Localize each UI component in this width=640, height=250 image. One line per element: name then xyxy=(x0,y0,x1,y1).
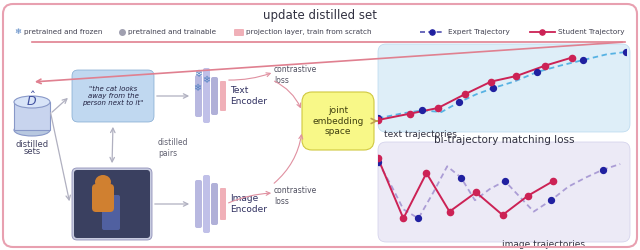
Point xyxy=(460,92,470,96)
Text: $\hat{D}$: $\hat{D}$ xyxy=(26,91,38,109)
Point xyxy=(417,108,427,112)
Point xyxy=(486,80,496,84)
FancyBboxPatch shape xyxy=(92,184,114,212)
Point xyxy=(421,171,431,175)
Text: sets: sets xyxy=(24,147,40,156)
Point xyxy=(373,156,383,160)
Text: contrastive
loss: contrastive loss xyxy=(274,186,317,206)
Point xyxy=(548,179,559,183)
Text: Expert Trajectory: Expert Trajectory xyxy=(448,29,509,35)
Point xyxy=(413,216,424,220)
Point xyxy=(398,216,408,220)
FancyBboxPatch shape xyxy=(220,188,226,220)
Point xyxy=(471,190,481,194)
FancyBboxPatch shape xyxy=(102,195,120,230)
Text: ❄: ❄ xyxy=(194,69,202,79)
Text: text trajectories: text trajectories xyxy=(384,130,457,139)
Ellipse shape xyxy=(95,175,111,189)
Point xyxy=(456,176,466,180)
Point xyxy=(373,118,383,122)
FancyBboxPatch shape xyxy=(72,70,154,122)
Text: ❄: ❄ xyxy=(202,75,210,85)
Point xyxy=(488,86,499,90)
Text: Text
Encoder: Text Encoder xyxy=(230,86,267,106)
FancyBboxPatch shape xyxy=(234,29,244,36)
FancyBboxPatch shape xyxy=(72,168,152,240)
FancyBboxPatch shape xyxy=(203,175,210,233)
Text: joint
embedding
space: joint embedding space xyxy=(312,106,364,136)
Point xyxy=(444,210,454,214)
FancyBboxPatch shape xyxy=(378,44,630,132)
Point xyxy=(500,179,510,183)
Text: contrastive
loss: contrastive loss xyxy=(274,65,317,85)
Point xyxy=(511,74,522,78)
Point xyxy=(523,194,533,198)
Point xyxy=(532,70,542,74)
Point xyxy=(454,100,464,104)
FancyBboxPatch shape xyxy=(220,81,226,111)
Point xyxy=(373,116,383,120)
Text: distilled
pairs: distilled pairs xyxy=(158,138,189,158)
Point xyxy=(566,56,577,60)
Point xyxy=(546,198,556,202)
Point xyxy=(427,30,437,34)
Text: Image
Encoder: Image Encoder xyxy=(230,194,267,214)
Text: pretrained and trainable: pretrained and trainable xyxy=(128,29,216,35)
Polygon shape xyxy=(14,102,50,130)
Point xyxy=(621,50,631,54)
Text: distilled: distilled xyxy=(15,140,49,149)
Point xyxy=(578,58,588,62)
Text: bi-trajectory matching loss: bi-trajectory matching loss xyxy=(434,135,574,145)
Text: ❄: ❄ xyxy=(193,83,201,93)
Text: ❄: ❄ xyxy=(15,28,22,36)
FancyBboxPatch shape xyxy=(195,75,202,117)
Text: Student Trajectory: Student Trajectory xyxy=(558,29,625,35)
Text: projection layer, train from scratch: projection layer, train from scratch xyxy=(246,29,371,35)
FancyBboxPatch shape xyxy=(378,142,630,242)
FancyBboxPatch shape xyxy=(211,77,218,115)
FancyBboxPatch shape xyxy=(74,170,150,238)
Ellipse shape xyxy=(14,124,50,136)
Point xyxy=(497,213,508,217)
Point xyxy=(433,106,443,110)
Point xyxy=(537,30,547,34)
Point xyxy=(117,30,127,34)
FancyBboxPatch shape xyxy=(203,68,210,123)
Text: image trajectories: image trajectories xyxy=(502,240,585,249)
Point xyxy=(540,64,550,68)
Text: "the cat looks
away from the
person next to it": "the cat looks away from the person next… xyxy=(83,86,144,106)
FancyBboxPatch shape xyxy=(211,183,218,225)
Point xyxy=(373,160,383,164)
Text: update distilled set: update distilled set xyxy=(263,8,377,22)
Ellipse shape xyxy=(14,96,50,108)
Point xyxy=(598,168,608,172)
FancyBboxPatch shape xyxy=(302,92,374,150)
Point xyxy=(405,112,415,116)
Text: pretrained and frozen: pretrained and frozen xyxy=(24,29,102,35)
FancyBboxPatch shape xyxy=(195,180,202,228)
